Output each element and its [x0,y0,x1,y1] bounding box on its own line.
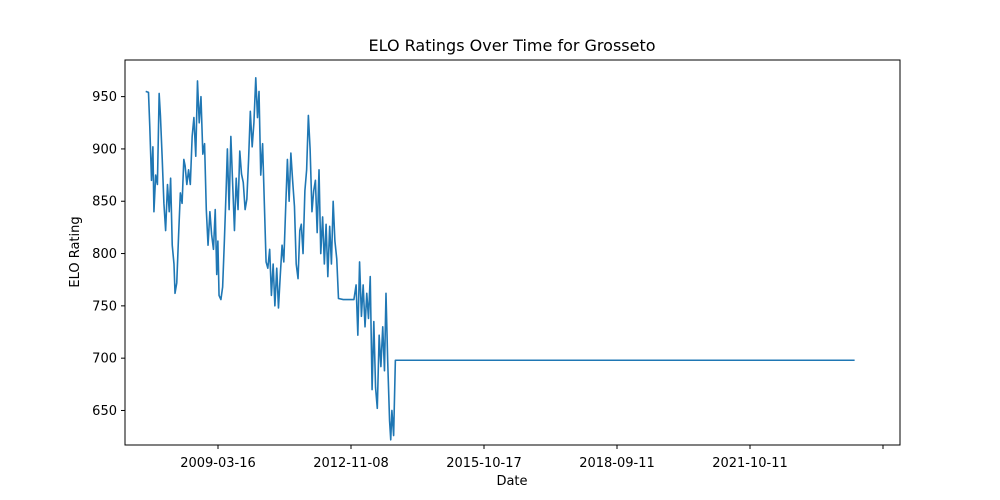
y-tick-label: 950 [92,90,117,105]
series-layer [145,76,855,441]
x-tick-label: 2021-10-11 [712,456,788,471]
x-tick-label: 2018-09-11 [579,456,655,471]
y-tick-label: 900 [92,142,117,157]
chart-title: ELO Ratings Over Time for Grosseto [368,36,655,55]
series-line-0 [145,76,855,441]
y-tick-label: 700 [92,352,117,367]
x-tick-label: 2009-03-16 [180,456,256,471]
y-axis-label: ELO Rating [68,216,83,287]
y-tick-label: 650 [92,404,117,419]
y-tick-label: 850 [92,195,117,210]
y-tick-label: 800 [92,247,117,262]
plot-frame [124,59,901,446]
plot-area [124,59,901,446]
x-tick-label: 2015-10-17 [446,456,522,471]
x-axis-label: Date [496,474,527,489]
y-tick-label: 750 [92,299,117,314]
x-tick-label: 2012-11-08 [313,456,389,471]
y-axis: 650 700 750 800 850 900 950 [92,90,125,419]
x-axis: 2009-03-16 2012-11-08 2015-10-17 2018-09-11… [180,445,884,471]
